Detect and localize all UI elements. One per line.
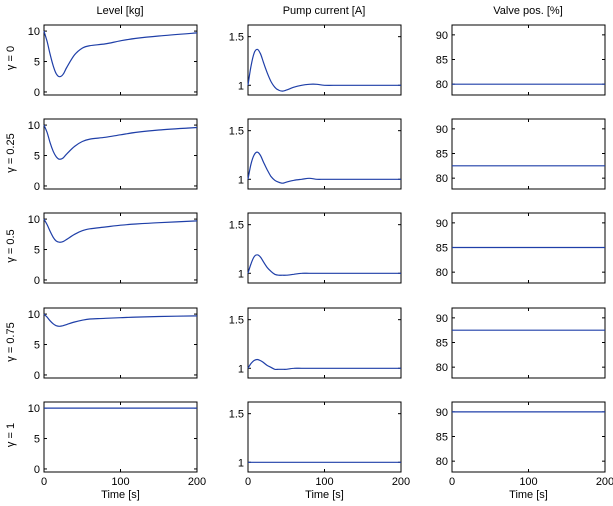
column-title-pump-current: Pump current [A] (283, 5, 366, 17)
panel-r0-c1: 11.5 (229, 24, 402, 96)
panel-r3-c1: 11.5 (229, 307, 402, 379)
panel-r4-c2: 80 85 90 0 100 200 Time [s] (436, 401, 613, 501)
column-title-level: Level [kg] (96, 5, 143, 17)
y-tick-label: 1 (238, 363, 244, 375)
series-line (247, 358, 401, 371)
y-tick-label: 5 (34, 57, 40, 69)
series-line (247, 151, 401, 184)
y-tick-label: 10 (28, 26, 40, 38)
y-tick-label: 90 (436, 407, 448, 419)
y-tick-label: 80 (436, 362, 448, 374)
y-tick-label: 90 (436, 124, 448, 136)
panel-r0-c0: 0 5 10 (28, 24, 198, 99)
series-line (43, 218, 198, 243)
series-line (43, 30, 198, 78)
x-tick-label: 200 (596, 476, 613, 488)
y-tick-label: 85 (436, 243, 448, 255)
x-tick-label: 0 (449, 476, 455, 488)
panel-r2-c0: 0 5 10 (28, 212, 198, 287)
panel-frame (247, 401, 402, 473)
y-tick-label: 1.5 (229, 315, 244, 327)
y-tick-label: 0 (34, 87, 40, 99)
series-line (43, 124, 198, 160)
y-tick-label: 5 (34, 434, 40, 446)
panel-frame (451, 118, 606, 190)
panel-r1-c1: 11.5 (229, 118, 402, 190)
y-tick-label: 1.5 (229, 126, 244, 138)
panel-r1-c2: 80 85 90 (436, 118, 606, 190)
y-tick-label: 1.5 (229, 220, 244, 232)
y-tick-label: 80 (436, 173, 448, 185)
y-tick-label: 10 (28, 214, 40, 226)
panel-r3-c2: 80 85 90 (436, 307, 606, 379)
row-labels: γ = 0 γ = 0.25 γ = 0.5 γ = 0.75 γ = 1 (5, 46, 17, 447)
row-label-gamma-1: γ = 1 (5, 423, 17, 447)
x-axis-label: Time [s] (509, 489, 548, 501)
panel-frame (43, 24, 198, 96)
panel-r0-c2: 80 85 90 (436, 24, 606, 96)
panel-frame (247, 118, 402, 190)
y-tick-label: 5 (34, 245, 40, 257)
panel-frame (43, 401, 198, 473)
y-tick-label: 85 (436, 149, 448, 161)
y-tick-label: 1.5 (229, 32, 244, 44)
column-titles: Level [kg] Pump current [A] Valve pos. [… (96, 5, 562, 17)
y-tick-label: 80 (436, 267, 448, 279)
y-tick-label: 0 (34, 275, 40, 287)
x-tick-label: 100 (519, 476, 537, 488)
row-label-gamma-0.25: γ = 0.25 (5, 133, 17, 172)
panel-frame (247, 212, 402, 284)
panel-r2-c1: 11.5 (229, 212, 402, 284)
y-tick-label: 0 (34, 370, 40, 382)
y-tick-label: 1 (238, 268, 244, 280)
panels: 051011.5808590051011.5808590051011.58085… (28, 24, 613, 501)
row-label-gamma-0.75: γ = 0.75 (5, 322, 17, 361)
y-tick-label: 80 (436, 79, 448, 91)
y-tick-label: 80 (436, 456, 448, 468)
x-tick-label: 100 (315, 476, 333, 488)
y-tick-label: 90 (436, 30, 448, 42)
column-title-valve-position: Valve pos. [%] (493, 5, 563, 17)
x-tick-label: 200 (188, 476, 206, 488)
y-tick-label: 1 (238, 80, 244, 92)
y-tick-label: 0 (34, 464, 40, 476)
y-tick-label: 10 (28, 403, 40, 415)
panel-frame (451, 307, 606, 379)
y-tick-label: 1.5 (229, 409, 244, 421)
x-tick-label: 200 (392, 476, 410, 488)
panel-frame (247, 24, 402, 96)
series-line (247, 48, 401, 92)
x-tick-label: 100 (111, 476, 129, 488)
x-axis-label: Time [s] (305, 489, 344, 501)
x-axis-label: Time [s] (101, 489, 140, 501)
x-tick-label: 0 (245, 476, 251, 488)
row-label-gamma-0: γ = 0 (5, 46, 17, 70)
y-tick-label: 0 (34, 181, 40, 193)
series-line (43, 313, 198, 327)
y-tick-label: 90 (436, 313, 448, 325)
panel-r4-c1: 1 1.5 0 100 200 Time [s] (229, 401, 410, 501)
y-tick-label: 10 (28, 120, 40, 132)
y-tick-label: 90 (436, 218, 448, 230)
y-tick-label: 85 (436, 432, 448, 444)
y-tick-label: 1 (238, 174, 244, 186)
y-tick-label: 1 (238, 457, 244, 469)
y-tick-label: 5 (34, 151, 40, 163)
panel-r2-c2: 80 85 90 (436, 212, 606, 284)
series-line (247, 254, 401, 276)
panel-r3-c0: 0 5 10 (28, 307, 198, 382)
y-tick-label: 85 (436, 338, 448, 350)
y-tick-label: 5 (34, 340, 40, 352)
panel-r1-c0: 0 5 10 (28, 118, 198, 193)
x-tick-label: 0 (41, 476, 47, 488)
y-tick-label: 85 (436, 55, 448, 67)
y-tick-label: 10 (28, 309, 40, 321)
panel-frame (43, 212, 198, 284)
row-label-gamma-0.5: γ = 0.5 (5, 229, 17, 262)
panel-frame (43, 307, 198, 379)
